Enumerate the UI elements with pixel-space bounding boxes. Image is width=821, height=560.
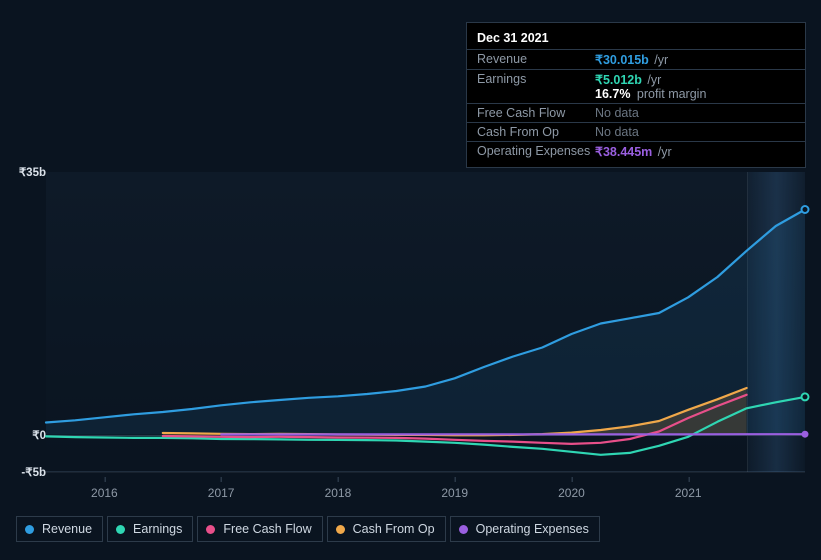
x-axis: 2016 2017 2018 2019 2020 2021 — [46, 486, 805, 506]
legend-label: Earnings — [133, 522, 182, 536]
tooltip-row-label: Revenue — [477, 52, 595, 67]
legend-dot-icon — [25, 525, 34, 534]
x-tick-label: 2020 — [558, 486, 585, 500]
legend-dot-icon — [206, 525, 215, 534]
legend-dot-icon — [116, 525, 125, 534]
tooltip-row: Operating Expenses₹38.445m /yr — [467, 142, 805, 161]
tooltip-row-value: No data — [595, 125, 795, 139]
x-tick-label: 2016 — [91, 486, 118, 500]
legend-label: Operating Expenses — [476, 522, 589, 536]
y-tick-label: ₹0 — [32, 428, 46, 442]
tooltip-row-value: ₹5.012b /yr16.7% profit margin — [595, 72, 795, 101]
x-tick-label: 2017 — [208, 486, 235, 500]
tooltip-date: Dec 31 2021 — [467, 29, 805, 50]
legend-label: Cash From Op — [353, 522, 435, 536]
hover-tooltip: Dec 31 2021 Revenue₹30.015b /yrEarnings₹… — [466, 22, 806, 168]
chart-lines-svg — [46, 172, 805, 472]
legend-label: Revenue — [42, 522, 92, 536]
chart-legend: Revenue Earnings Free Cash Flow Cash From O… — [16, 516, 600, 542]
y-axis: ₹35b ₹0 -₹5b — [16, 158, 46, 482]
tooltip-row-value: ₹30.015b /yr — [595, 52, 795, 67]
legend-item-fcf[interactable]: Free Cash Flow — [197, 516, 322, 542]
series-area-revenue — [46, 210, 805, 435]
tooltip-row-label: Operating Expenses — [477, 144, 595, 159]
legend-item-cashop[interactable]: Cash From Op — [327, 516, 446, 542]
legend-item-revenue[interactable]: Revenue — [16, 516, 103, 542]
tooltip-row-value: No data — [595, 106, 795, 120]
x-tick-label: 2018 — [325, 486, 352, 500]
legend-dot-icon — [459, 525, 468, 534]
earnings-revenue-chart[interactable]: ₹35b ₹0 -₹5b — [16, 158, 805, 482]
tooltip-row: Earnings₹5.012b /yr16.7% profit margin — [467, 70, 805, 104]
tooltip-row-label: Earnings — [477, 72, 595, 101]
y-tick-label: -₹5b — [21, 465, 46, 479]
y-tick-label: ₹35b — [19, 165, 46, 179]
plot-area[interactable] — [46, 172, 805, 472]
x-tick-label: 2021 — [675, 486, 702, 500]
tooltip-row: Cash From OpNo data — [467, 123, 805, 142]
tooltip-row: Free Cash FlowNo data — [467, 104, 805, 123]
legend-dot-icon — [336, 525, 345, 534]
tooltip-row-label: Cash From Op — [477, 125, 595, 139]
tooltip-row-label: Free Cash Flow — [477, 106, 595, 120]
legend-label: Free Cash Flow — [223, 522, 311, 536]
minus5-gridline — [46, 472, 805, 473]
legend-item-opex[interactable]: Operating Expenses — [450, 516, 600, 542]
tooltip-row: Revenue₹30.015b /yr — [467, 50, 805, 70]
x-tick-label: 2019 — [441, 486, 468, 500]
end-marker-earnings — [802, 393, 809, 400]
tooltip-row-value: ₹38.445m /yr — [595, 144, 795, 159]
legend-item-earnings[interactable]: Earnings — [107, 516, 193, 542]
end-marker-opex — [802, 431, 809, 438]
end-marker-revenue — [802, 206, 809, 213]
